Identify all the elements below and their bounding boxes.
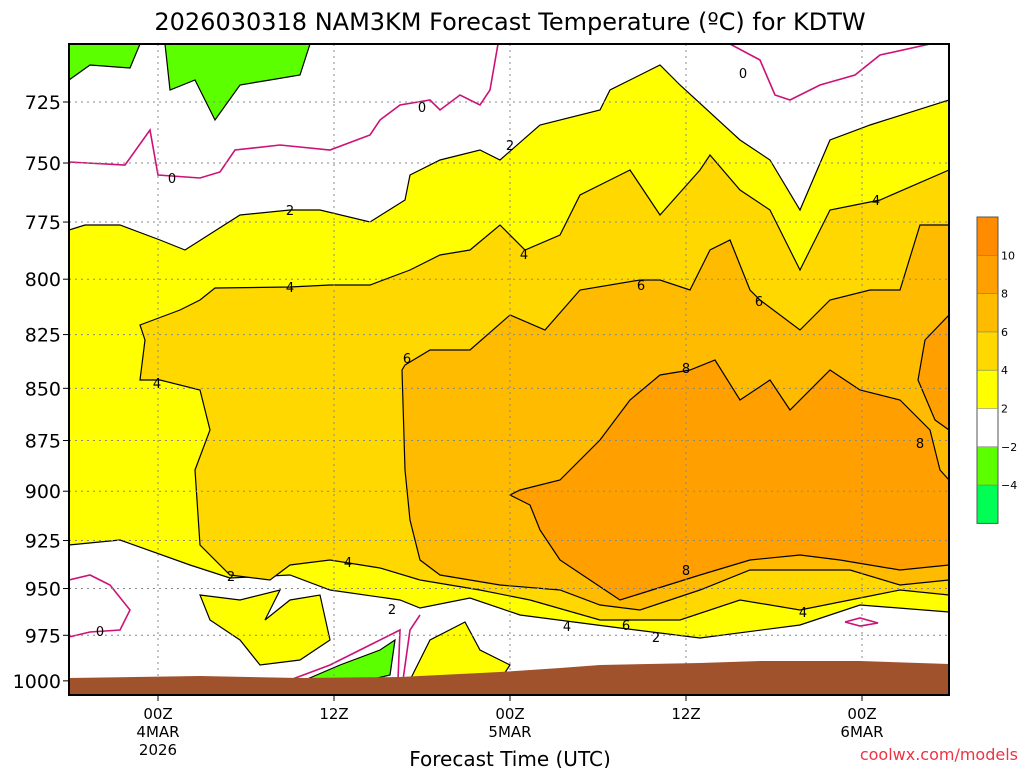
band-8-to-10-patch (917, 314, 949, 431)
legend-label: 10 (1001, 249, 1015, 262)
x-tick-label: 2026 (139, 741, 177, 759)
y-tick-label: 750 (25, 153, 61, 175)
legend-swatch (977, 446, 998, 486)
legend-swatch (977, 408, 998, 447)
contour-label: 2 (227, 570, 235, 585)
x-axis-label: Forecast Time (UTC) (409, 747, 611, 768)
y-tick-label: 975 (25, 625, 61, 647)
x-tick-label: 4MAR (136, 723, 179, 741)
contour-label: 2 (652, 631, 660, 646)
contour-label: 0 (168, 172, 176, 187)
legend-label: 2 (1001, 403, 1008, 416)
y-tick-label: 1000 (13, 671, 61, 693)
terrain-fill (69, 661, 949, 695)
x-tick-label: 12Z (671, 705, 700, 723)
contour-label: 0 (739, 67, 747, 82)
contour-label: 4 (563, 620, 571, 635)
contour-label: 4 (872, 194, 880, 209)
x-tick-label: 6MAR (840, 723, 883, 741)
legend-swatch (977, 485, 998, 524)
x-tick-label: 00Z (847, 705, 876, 723)
legend-label: 4 (1001, 364, 1008, 377)
chart-title: 2026030318 NAM3KM Forecast Temperature (… (154, 8, 865, 36)
contour-label: 4 (286, 281, 294, 296)
band-below-minus2 (164, 44, 311, 122)
x-tick-label: 00Z (143, 705, 172, 723)
contour-label: 6 (622, 619, 630, 634)
zero-degree-contour (69, 574, 131, 638)
legend-label: 6 (1001, 326, 1008, 339)
y-tick-label: 850 (25, 378, 61, 400)
legend-swatch (977, 370, 998, 409)
plot-frame (68, 43, 950, 696)
contour-label: 4 (344, 556, 352, 571)
contour-label: 0 (418, 101, 426, 116)
contour-label: 2 (506, 139, 514, 154)
y-tick-label: 875 (25, 430, 61, 452)
x-tick-label: 5MAR (488, 723, 531, 741)
contour-label: 2 (388, 603, 396, 618)
legend-label: −2 (1001, 441, 1017, 454)
band-8-to-10 (508, 359, 949, 601)
credit-text: coolwx.com/models (860, 745, 1018, 764)
contour-label: 4 (799, 606, 807, 621)
contour-label: 4 (520, 248, 528, 263)
legend-label: −4 (1001, 479, 1017, 492)
legend-swatch (977, 217, 998, 256)
legend-swatch (977, 255, 998, 294)
contour-label: 8 (682, 362, 690, 377)
plot-area: 0 0 0 0 2 2 2 2 2 4 4 4 4 4 4 4 6 6 6 6 8 8 8 (68, 43, 950, 696)
zero-degree-contour (289, 628, 401, 681)
contour-label: 6 (755, 295, 763, 310)
zero-degree-contour (729, 44, 931, 101)
y-tick-label: 900 (25, 481, 61, 503)
y-tick-label: 925 (25, 531, 61, 553)
color-legend: 10 8 6 4 2 −2 −4 (976, 216, 1017, 524)
contour-label: 6 (403, 352, 411, 367)
band-2-to-4-patch (199, 589, 331, 666)
legend-label: 8 (1001, 288, 1008, 301)
contour-label: 4 (153, 377, 161, 392)
y-tick-label: 825 (25, 325, 61, 347)
x-tick-label: 00Z (495, 705, 524, 723)
legend-swatch (977, 293, 998, 332)
zero-degree-contour (844, 617, 879, 627)
axes: 725750775800825850875900925950975100000Z… (13, 92, 884, 759)
contour-label: 8 (916, 437, 924, 452)
y-tick-label: 800 (25, 269, 61, 291)
contour-label: 8 (682, 564, 690, 579)
y-tick-label: 725 (25, 92, 61, 114)
field-layer: 0 0 0 0 2 2 2 2 2 4 4 4 4 4 4 4 6 6 6 6 8 8 8 (69, 44, 949, 695)
legend-swatch (977, 331, 998, 371)
zero-degree-contour (402, 614, 421, 681)
band-below-minus2 (69, 44, 141, 81)
y-tick-label: 950 (25, 579, 61, 601)
contour-label: 0 (96, 625, 104, 640)
y-tick-label: 775 (25, 212, 61, 234)
zero-degree-contour (69, 44, 499, 179)
contour-label: 2 (286, 204, 294, 219)
x-tick-label: 12Z (319, 705, 348, 723)
contour-label: 6 (637, 279, 645, 294)
